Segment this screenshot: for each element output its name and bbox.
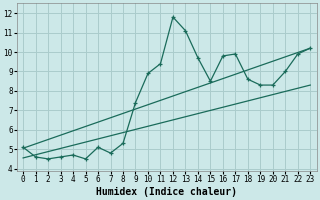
X-axis label: Humidex (Indice chaleur): Humidex (Indice chaleur) [96,186,237,197]
